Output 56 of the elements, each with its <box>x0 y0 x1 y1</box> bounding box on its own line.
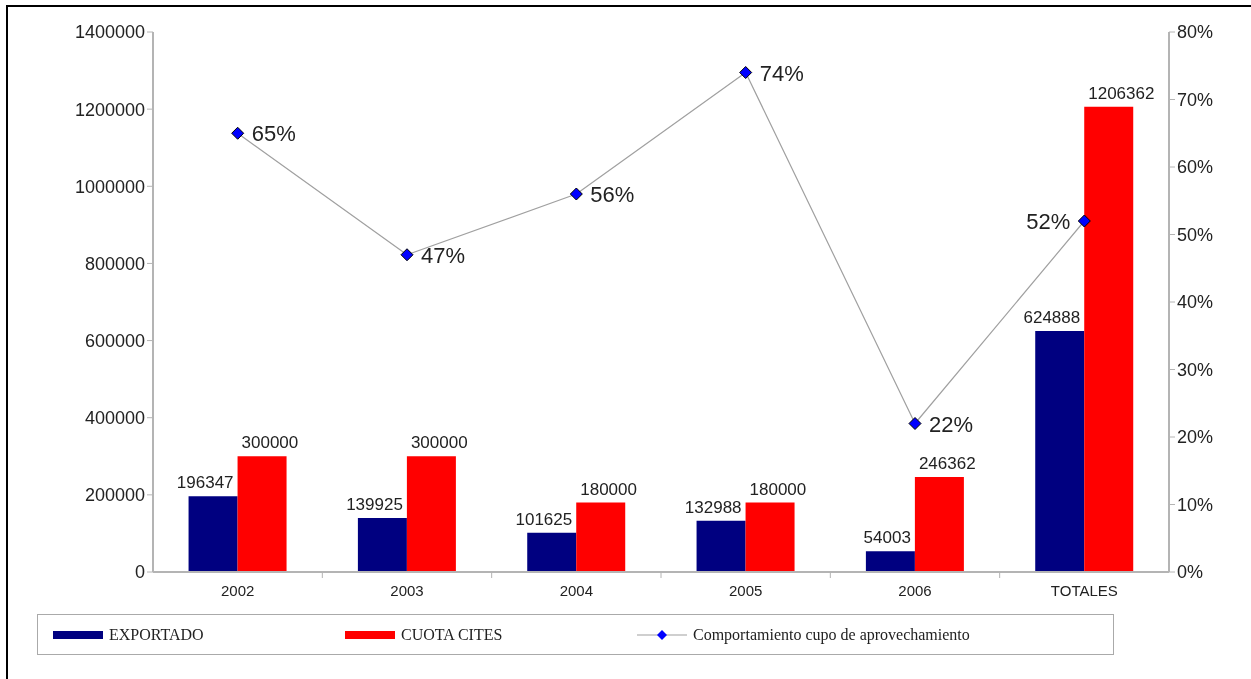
y2-tick-label: 70% <box>1177 89 1214 110</box>
data-label: 132988 <box>684 497 742 517</box>
bar <box>527 532 577 572</box>
bar <box>237 456 287 572</box>
y2-tick-label: 0% <box>1177 562 1204 583</box>
bar <box>1084 106 1134 572</box>
y-tick-label: 1000000 <box>74 176 145 197</box>
bar <box>406 456 456 572</box>
y2-tick-label: 10% <box>1177 494 1214 515</box>
data-label: 65% <box>251 121 296 147</box>
y2-tick-label: 20% <box>1177 427 1214 448</box>
x-tick-label: 2004 <box>559 582 594 599</box>
legend-label: EXPORTADO <box>109 625 204 644</box>
x-tick-label: TOTALES <box>1050 582 1118 599</box>
data-label: 74% <box>759 60 804 86</box>
x-tick-label: 2002 <box>220 582 255 599</box>
x-tick-label: 2006 <box>898 582 932 599</box>
bar <box>865 551 915 572</box>
data-label: 180000 <box>749 479 807 499</box>
x-tick-label: 2005 <box>728 582 763 599</box>
x-tick-label: 2003 <box>390 582 424 599</box>
y2-tick-label: 80% <box>1177 22 1214 43</box>
data-label: 56% <box>590 182 635 207</box>
bar <box>745 502 795 572</box>
y2-tick-label: 30% <box>1177 359 1214 380</box>
data-label: 246362 <box>918 453 976 473</box>
bar <box>357 518 407 572</box>
y2-tick-label: 40% <box>1177 292 1214 313</box>
data-label: 180000 <box>580 479 637 499</box>
legend-label: Comportamiento cupo de aprovechamiento <box>693 625 970 644</box>
bar <box>914 476 964 572</box>
bar <box>576 502 626 572</box>
data-label: 54003 <box>863 528 911 548</box>
y-tick-label: 1200000 <box>74 99 145 120</box>
legend-label: CUOTA CITES <box>401 625 503 644</box>
data-label: 300000 <box>241 433 299 453</box>
data-label: 139925 <box>346 495 403 515</box>
data-label: 52% <box>1026 209 1071 234</box>
y-tick-label: 400000 <box>84 408 145 429</box>
data-label: 101625 <box>515 509 573 529</box>
data-label: 1206362 <box>1088 83 1155 103</box>
bar <box>1035 330 1085 572</box>
data-label: 300000 <box>410 433 468 453</box>
y-tick-label: 200000 <box>84 485 145 506</box>
bar <box>696 520 746 572</box>
y-tick-label: 0 <box>134 562 145 583</box>
bar <box>188 496 238 572</box>
data-label: 22% <box>929 411 974 437</box>
y2-tick-label: 50% <box>1177 224 1214 245</box>
data-label: 624888 <box>1023 307 1081 327</box>
y-tick-label: 800000 <box>84 253 145 274</box>
data-label: 196347 <box>176 473 234 493</box>
y-tick-label: 1400000 <box>74 22 145 43</box>
y2-tick-label: 60% <box>1177 157 1214 178</box>
y-tick-label: 600000 <box>84 330 145 351</box>
data-label: 47% <box>421 242 466 268</box>
